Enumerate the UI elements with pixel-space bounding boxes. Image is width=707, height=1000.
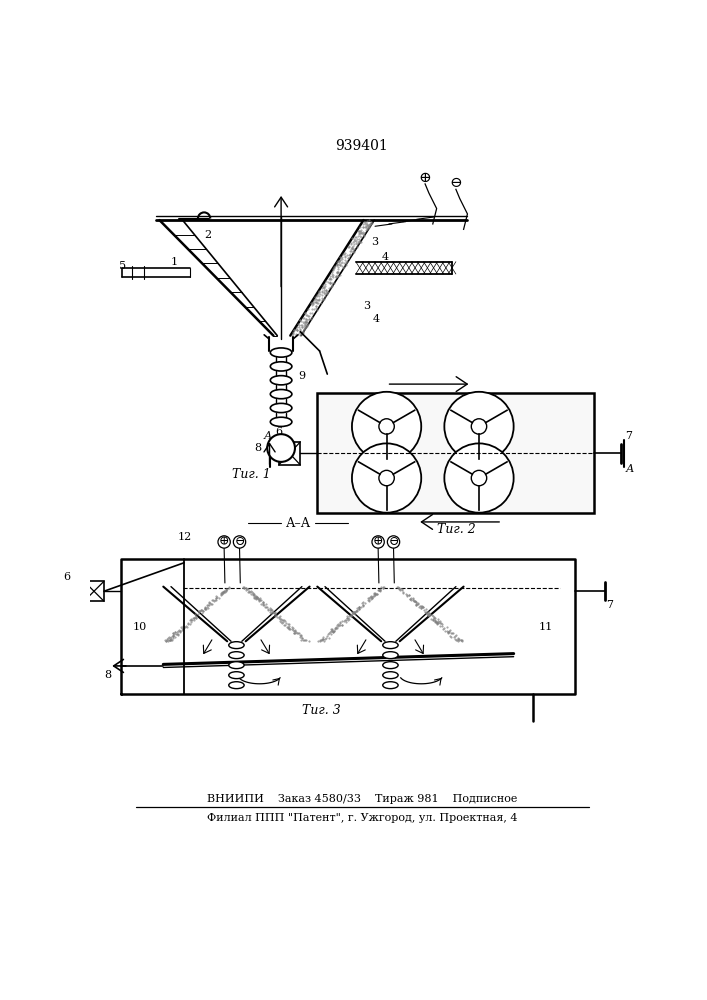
Circle shape: [218, 536, 230, 548]
Circle shape: [444, 443, 514, 513]
Ellipse shape: [270, 403, 292, 413]
Text: 11: 11: [539, 622, 554, 632]
Text: 3: 3: [363, 301, 370, 311]
Circle shape: [379, 470, 395, 486]
Text: 939401: 939401: [336, 139, 388, 153]
Circle shape: [352, 443, 421, 513]
Circle shape: [233, 536, 246, 548]
Bar: [84, 581, 104, 601]
Ellipse shape: [270, 389, 292, 399]
Ellipse shape: [229, 652, 244, 659]
Text: 1: 1: [171, 257, 178, 267]
Text: ВНИИПИ    Заказ 4580/33    Тираж 981    Подписное: ВНИИПИ Заказ 4580/33 Тираж 981 Подписное: [206, 794, 517, 804]
Ellipse shape: [382, 642, 398, 649]
Text: 10: 10: [132, 622, 147, 632]
Bar: [317, 393, 595, 513]
Circle shape: [372, 536, 385, 548]
Text: Τиг. 3: Τиг. 3: [302, 704, 341, 717]
Circle shape: [267, 434, 295, 462]
Circle shape: [352, 392, 421, 461]
Text: Τиг. 2: Τиг. 2: [436, 523, 475, 536]
Ellipse shape: [382, 682, 398, 689]
Text: 7: 7: [606, 600, 613, 610]
Text: 2: 2: [204, 231, 211, 240]
Text: ⊕: ⊕: [373, 535, 383, 548]
Text: ⊖: ⊖: [234, 535, 245, 548]
Ellipse shape: [382, 672, 398, 679]
Text: А–А: А–А: [286, 517, 310, 530]
Ellipse shape: [229, 662, 244, 669]
Circle shape: [472, 419, 486, 434]
Circle shape: [379, 419, 395, 434]
Ellipse shape: [270, 362, 292, 371]
Ellipse shape: [382, 662, 398, 669]
Text: ⊖: ⊖: [388, 535, 399, 548]
Ellipse shape: [270, 348, 292, 357]
Text: 4: 4: [373, 314, 380, 324]
Circle shape: [444, 392, 514, 461]
Text: ⊕: ⊕: [419, 171, 431, 185]
Text: А: А: [625, 464, 633, 474]
Ellipse shape: [229, 682, 244, 689]
Text: 3: 3: [371, 237, 378, 247]
Text: ⊖: ⊖: [450, 176, 462, 190]
Ellipse shape: [229, 672, 244, 679]
Ellipse shape: [382, 652, 398, 659]
Bar: [279, 442, 300, 465]
Text: 8: 8: [104, 670, 111, 680]
Text: 9: 9: [298, 371, 305, 381]
Ellipse shape: [270, 417, 292, 426]
Text: Филиал ППП "Патент", г. Ужгород, ул. Проектная, 4: Филиал ППП "Патент", г. Ужгород, ул. Про…: [206, 813, 518, 823]
Circle shape: [387, 536, 399, 548]
Ellipse shape: [270, 376, 292, 385]
Text: 7: 7: [625, 431, 632, 441]
Ellipse shape: [229, 642, 244, 649]
Text: ⊕: ⊕: [219, 535, 229, 548]
Text: 6: 6: [63, 572, 70, 582]
Text: 12: 12: [178, 532, 192, 542]
Text: 6: 6: [275, 427, 282, 437]
Text: 4: 4: [381, 252, 388, 262]
Text: А: А: [264, 431, 271, 441]
Text: 5: 5: [119, 261, 127, 271]
Text: 8: 8: [254, 443, 262, 453]
Circle shape: [472, 470, 486, 486]
Text: Τиг. 1: Τиг. 1: [233, 468, 271, 481]
